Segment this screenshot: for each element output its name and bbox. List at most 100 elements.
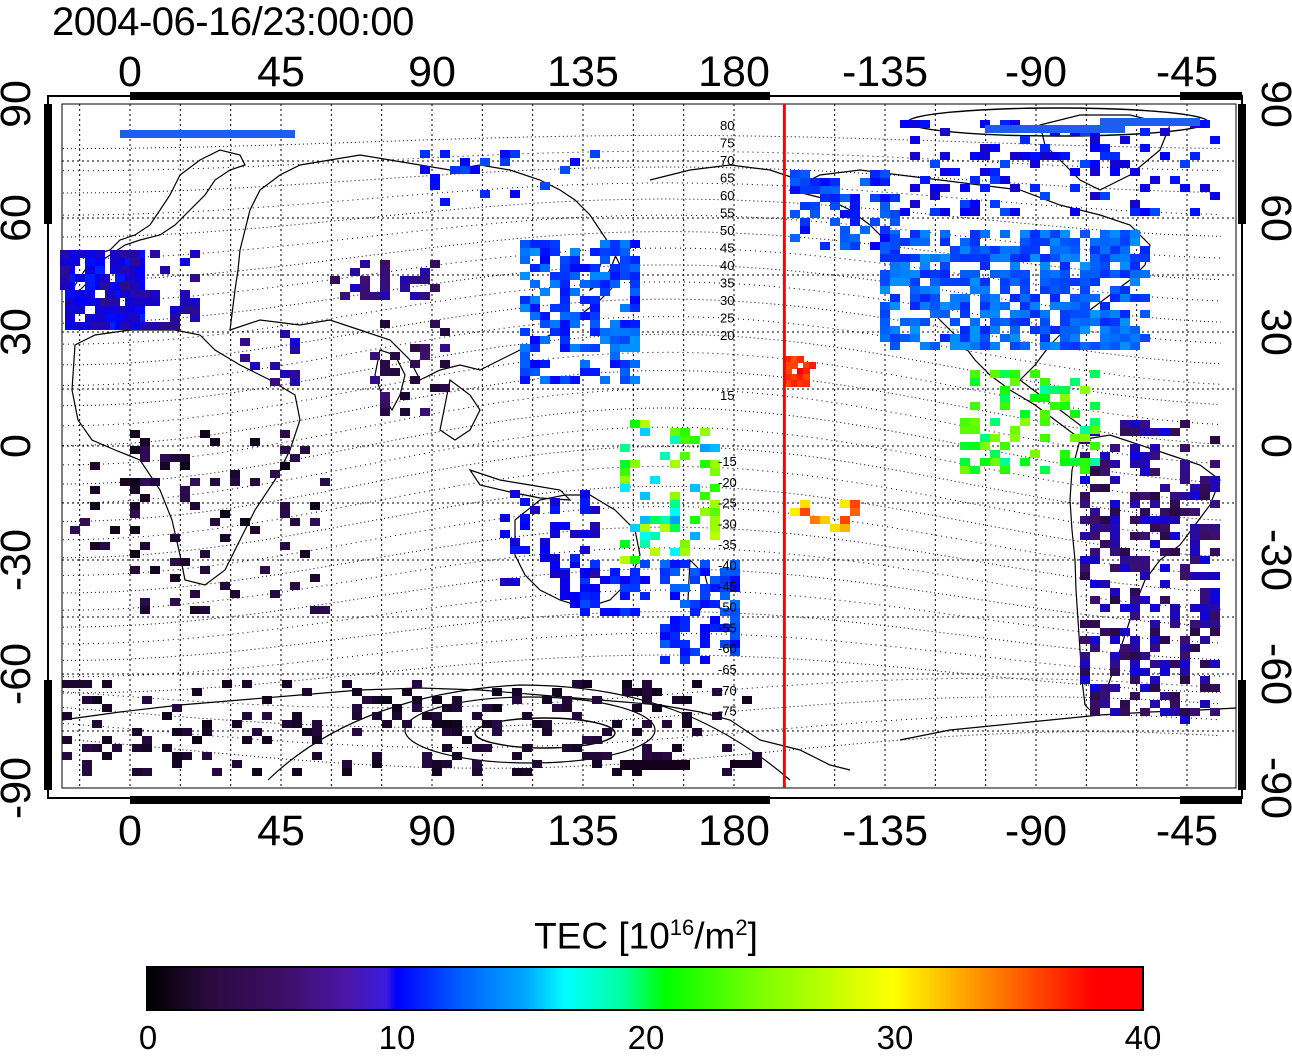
contour-label: 70 bbox=[720, 153, 734, 168]
tec-cell bbox=[1120, 310, 1130, 318]
frame-bar-bottom-right bbox=[1180, 796, 1242, 804]
tec-cell bbox=[510, 150, 520, 158]
tec-cell bbox=[630, 576, 640, 584]
tec-cell bbox=[990, 200, 1000, 208]
tec-cell bbox=[1100, 246, 1110, 254]
tec-cell bbox=[1200, 532, 1210, 540]
tec-cell bbox=[570, 530, 580, 538]
tec-cell bbox=[520, 352, 530, 360]
tec-cell bbox=[682, 720, 692, 728]
tec-cell bbox=[382, 696, 392, 704]
tec-cell bbox=[442, 704, 452, 712]
tec-cell bbox=[1200, 660, 1210, 668]
tec-cell bbox=[1080, 262, 1090, 270]
tec-cell bbox=[520, 328, 530, 336]
tec-cell bbox=[1070, 410, 1080, 418]
tec-cell bbox=[590, 296, 600, 304]
tec-cell bbox=[130, 298, 140, 306]
tec-cell bbox=[410, 376, 420, 384]
tec-cell bbox=[670, 492, 680, 500]
tec-cell bbox=[880, 302, 890, 310]
tec-cell bbox=[1120, 564, 1130, 572]
tec-cell bbox=[140, 446, 150, 454]
tec-cell bbox=[1050, 386, 1060, 394]
tec-cell bbox=[1090, 294, 1100, 302]
tec-cell bbox=[530, 264, 540, 272]
tec-cell bbox=[620, 256, 630, 264]
tec-cell bbox=[530, 344, 540, 352]
tec-cell bbox=[270, 590, 280, 598]
tec-cell bbox=[1020, 318, 1030, 326]
tec-cell bbox=[580, 584, 590, 592]
tec-cell bbox=[880, 286, 890, 294]
tec-cell bbox=[785, 362, 792, 369]
tec-cell bbox=[680, 616, 690, 624]
tec-cell bbox=[790, 508, 800, 516]
tec-cell bbox=[1070, 208, 1080, 216]
tec-cell bbox=[620, 368, 630, 376]
tec-cell bbox=[680, 452, 690, 460]
tec-cell bbox=[642, 744, 652, 752]
tec-cell bbox=[1080, 434, 1090, 442]
tec-cell bbox=[510, 538, 520, 546]
tec-cell bbox=[580, 600, 590, 608]
tec-cell bbox=[400, 284, 410, 292]
tec-cell bbox=[1130, 262, 1140, 270]
tec-cell bbox=[192, 688, 202, 696]
tec-cell bbox=[970, 270, 980, 278]
tec-cell bbox=[920, 318, 930, 326]
tec-cell bbox=[642, 688, 652, 696]
tec-cell bbox=[900, 334, 910, 342]
tec-cell bbox=[140, 598, 150, 606]
x-tick-bottom: -45 bbox=[1156, 807, 1218, 855]
tec-cell bbox=[290, 338, 300, 346]
tec-cell bbox=[550, 530, 560, 538]
tec-cell bbox=[452, 752, 462, 760]
tec-cell bbox=[970, 378, 980, 386]
tec-cell bbox=[590, 344, 600, 352]
tec-cell bbox=[620, 584, 630, 592]
tec-cell bbox=[1020, 294, 1030, 302]
tec-cell bbox=[1080, 572, 1090, 580]
tec-cell bbox=[1040, 342, 1050, 350]
tec-cell bbox=[590, 272, 600, 280]
tec-cell bbox=[182, 728, 192, 736]
tec-cell bbox=[500, 158, 510, 166]
tec-cell bbox=[590, 368, 600, 376]
frame-bar-top-right bbox=[1180, 92, 1242, 100]
tec-cell bbox=[590, 328, 600, 336]
tec-cell bbox=[600, 248, 610, 256]
tec-cell bbox=[1180, 660, 1190, 668]
tec-cell bbox=[120, 282, 130, 290]
tec-cell bbox=[672, 744, 682, 752]
tec-cell bbox=[930, 160, 940, 168]
tec-cell bbox=[1100, 254, 1110, 262]
tec-cell bbox=[592, 760, 602, 768]
tec-cell bbox=[810, 186, 820, 194]
tec-cell bbox=[990, 168, 1000, 176]
tec-cell bbox=[1040, 434, 1050, 442]
tec-cell bbox=[1090, 684, 1100, 692]
tec-cell bbox=[612, 768, 622, 776]
tec-cell bbox=[890, 326, 900, 334]
tec-cell bbox=[797, 380, 804, 387]
tec-cell bbox=[1120, 160, 1130, 168]
contour-label: 45 bbox=[720, 241, 734, 256]
tec-cell bbox=[105, 306, 115, 314]
tec-cell bbox=[1050, 326, 1060, 334]
tec-cell bbox=[192, 736, 202, 744]
tec-cell bbox=[1060, 152, 1070, 160]
tec-cell bbox=[560, 522, 570, 530]
tec-cell bbox=[1080, 636, 1090, 644]
tec-cell bbox=[1130, 660, 1140, 668]
tec-cell bbox=[140, 438, 150, 446]
tec-cell bbox=[980, 254, 990, 262]
tec-cell bbox=[102, 752, 112, 760]
tec-cell bbox=[1120, 652, 1130, 660]
tec-cell bbox=[280, 430, 290, 438]
tec-cell bbox=[500, 514, 510, 522]
tec-cell bbox=[150, 250, 160, 258]
tec-cell bbox=[422, 752, 432, 760]
tec-cell bbox=[110, 258, 120, 266]
tec-cell bbox=[690, 576, 700, 584]
